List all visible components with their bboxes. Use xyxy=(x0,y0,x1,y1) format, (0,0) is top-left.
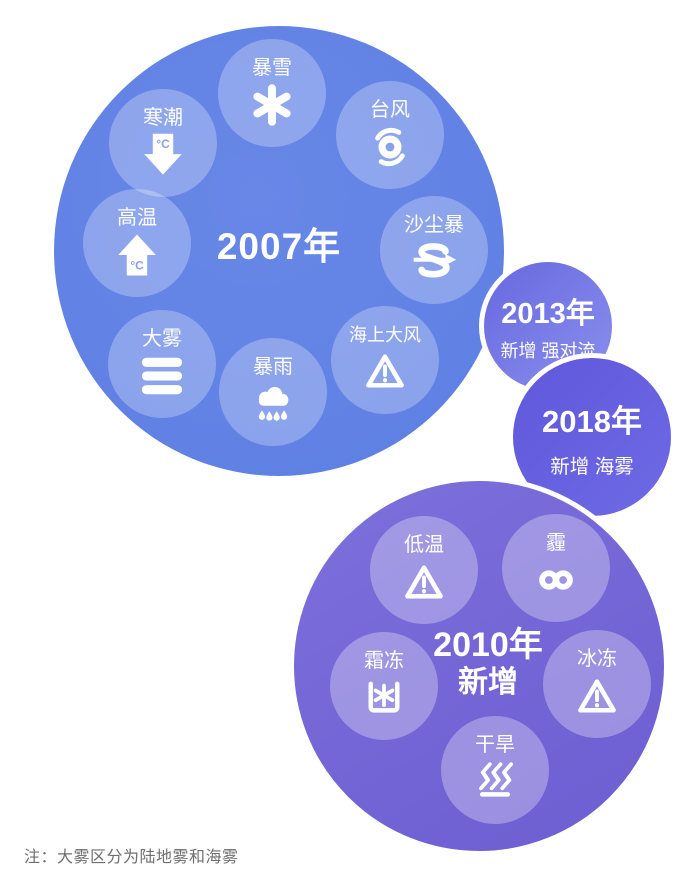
item-rainstorm: 暴雨 xyxy=(219,338,327,446)
circle-2010-title-year: 2010年 xyxy=(433,626,543,664)
item-label: 寒潮 xyxy=(143,107,183,129)
footnote: 注：大雾区分为陆地雾和海雾 xyxy=(24,849,239,866)
item-haze: 霾 xyxy=(502,514,610,622)
fog-icon xyxy=(141,357,183,395)
circle-2007-title: 2007年 xyxy=(216,226,342,267)
item-label: 低温 xyxy=(404,534,444,556)
circle-2010: 2010年 新增 低温 霾 霜冻 xyxy=(289,476,669,856)
circle-2018-subtitle: 新增 海雾 xyxy=(550,455,634,478)
typhoon-icon xyxy=(375,127,405,167)
item-drought: 干旱 xyxy=(441,716,549,824)
item-low-temperature: 低温 xyxy=(370,516,478,624)
item-high-temperature: 高温 °C xyxy=(83,189,191,297)
svg-text:°C: °C xyxy=(156,137,170,151)
item-label: 台风 xyxy=(370,99,410,121)
circle-2018-title: 2018年 xyxy=(542,403,642,439)
frost-icon xyxy=(368,681,400,713)
item-label: 冰冻 xyxy=(577,648,617,670)
haze-icon xyxy=(539,570,573,590)
circle-2010-title-added: 新增 xyxy=(458,666,518,699)
drought-icon xyxy=(479,762,513,797)
cold-wave-icon: °C xyxy=(144,133,182,175)
item-label: 沙尘暴 xyxy=(404,214,464,236)
item-typhoon: 台风 xyxy=(336,81,444,189)
sea-gale-icon xyxy=(366,354,404,388)
item-label: 暴雨 xyxy=(253,356,293,378)
item-label: 暴雪 xyxy=(252,57,292,79)
item-cold-wave: 寒潮 °C xyxy=(109,89,217,197)
freeze-icon xyxy=(578,679,616,713)
item-label: 海上大风 xyxy=(349,325,421,346)
item-blizzard: 暴雪 xyxy=(218,39,326,147)
item-freeze: 冰冻 xyxy=(543,630,651,738)
high-temperature-icon: °C xyxy=(118,234,156,276)
svg-text:°C: °C xyxy=(130,258,144,272)
sandstorm-icon xyxy=(413,243,457,278)
item-label: 干旱 xyxy=(475,734,515,756)
item-label: 高温 xyxy=(117,207,157,229)
item-fog: 大雾 xyxy=(108,310,216,418)
item-sandstorm: 沙尘暴 xyxy=(380,196,488,304)
item-label: 霾 xyxy=(546,532,566,554)
snowstorm-icon xyxy=(253,84,291,126)
item-frost: 霜冻 xyxy=(330,632,438,740)
item-sea-gale: 海上大风 xyxy=(331,306,439,414)
low-temperature-icon xyxy=(405,565,443,599)
item-label: 霜冻 xyxy=(364,650,404,672)
rainstorm-icon xyxy=(258,386,289,421)
item-label: 大雾 xyxy=(142,328,182,350)
circle-2007: 2007年 暴雪 寒潮 °C 台风 xyxy=(54,26,504,476)
circle-2010-title: 2010年 新增 xyxy=(388,628,588,698)
circle-2013-title: 2013年 xyxy=(501,297,595,330)
